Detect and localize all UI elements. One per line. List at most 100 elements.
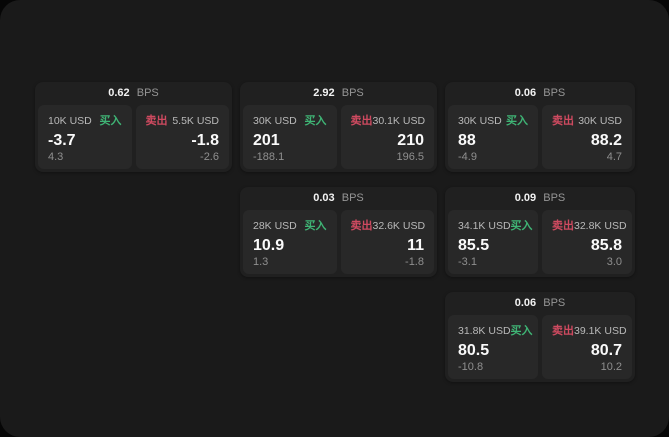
buy-size-label: 28K USD xyxy=(253,220,297,232)
bps-value: 0.09 xyxy=(514,192,537,204)
spread-card[interactable]: 0.62 BPS 10K USD 买入 -3.7 4.3 卖出 5.5K USD… xyxy=(35,82,232,172)
buy-price: 88 xyxy=(458,131,476,149)
sell-panel[interactable]: 卖出 5.5K USD -1.8 -2.6 xyxy=(135,105,229,169)
buy-panel-top: 30K USD 买入 xyxy=(458,112,528,128)
sell-panel-top: 卖出 30K USD xyxy=(552,112,622,128)
quote-panels: 31.8K USD 买入 80.5 -10.8 卖出 39.1K USD 80.… xyxy=(448,315,632,379)
quote-panels: 10K USD 买入 -3.7 4.3 卖出 5.5K USD -1.8 -2.… xyxy=(38,105,229,169)
sell-side-tag: 卖出 xyxy=(145,115,168,127)
bps-unit-label: BPS xyxy=(341,192,364,204)
sell-price: -1.8 xyxy=(191,131,219,149)
sell-price: 85.8 xyxy=(590,236,622,254)
buy-side-tag: 买入 xyxy=(99,115,122,127)
sell-panel-top: 卖出 32.8K USD xyxy=(552,217,627,233)
buy-size-label: 34.1K USD xyxy=(458,220,511,232)
sell-panel[interactable]: 卖出 30.1K USD 210 196.5 xyxy=(340,105,434,169)
sell-side-tag: 卖出 xyxy=(552,115,574,127)
sell-panel-top: 卖出 32.6K USD xyxy=(350,217,426,233)
buy-price: 10.9 xyxy=(253,236,285,254)
buy-size-label: 30K USD xyxy=(253,115,297,127)
sell-size-label: 30K USD xyxy=(578,115,622,127)
bps-unit-label: BPS xyxy=(543,297,566,309)
bps-value: 0.06 xyxy=(514,87,537,99)
sell-side-tag: 卖出 xyxy=(350,115,373,127)
bps-header: 0.06 BPS xyxy=(448,292,632,315)
sell-price: 80.7 xyxy=(590,341,622,359)
buy-panel[interactable]: 30K USD 买入 201 -188.1 xyxy=(243,105,337,169)
sell-delta: 3.0 xyxy=(606,256,622,268)
buy-panel[interactable]: 31.8K USD 买入 80.5 -10.8 xyxy=(448,315,538,379)
buy-price: 80.5 xyxy=(458,341,490,359)
sell-panel-top: 卖出 39.1K USD xyxy=(552,322,627,338)
sell-delta: 196.5 xyxy=(396,151,424,163)
spread-card[interactable]: 0.03 BPS 28K USD 买入 10.9 1.3 卖出 32.6K US… xyxy=(240,187,437,277)
buy-delta: 1.3 xyxy=(253,256,269,268)
buy-panel-top: 30K USD 买入 xyxy=(253,112,327,128)
buy-panel[interactable]: 28K USD 买入 10.9 1.3 xyxy=(243,210,337,274)
spread-card[interactable]: 0.09 BPS 34.1K USD 买入 85.5 -3.1 卖出 32.8K… xyxy=(445,187,635,277)
sell-size-label: 30.1K USD xyxy=(372,115,426,127)
sell-size-label: 5.5K USD xyxy=(172,115,219,127)
quote-panels: 30K USD 买入 201 -188.1 卖出 30.1K USD 210 1… xyxy=(243,105,434,169)
sell-panel[interactable]: 卖出 32.6K USD 11 -1.8 xyxy=(340,210,434,274)
sell-delta: 10.2 xyxy=(600,361,622,373)
buy-price: 201 xyxy=(253,131,280,149)
bps-unit-label: BPS xyxy=(341,87,364,99)
sell-panel[interactable]: 卖出 30K USD 88.2 4.7 xyxy=(542,105,632,169)
buy-delta: -188.1 xyxy=(253,151,285,163)
buy-panel-top: 28K USD 买入 xyxy=(253,217,327,233)
buy-side-tag: 买入 xyxy=(506,115,528,127)
buy-side-tag: 买入 xyxy=(304,220,327,232)
sell-size-label: 32.8K USD xyxy=(574,220,627,232)
buy-panel-top: 10K USD 买入 xyxy=(48,112,122,128)
quote-panels: 28K USD 买入 10.9 1.3 卖出 32.6K USD 11 -1.8 xyxy=(243,210,434,274)
sell-panel-top: 卖出 30.1K USD xyxy=(350,112,426,128)
buy-panel[interactable]: 30K USD 买入 88 -4.9 xyxy=(448,105,538,169)
buy-delta: 4.3 xyxy=(48,151,64,163)
sell-delta: 4.7 xyxy=(606,151,622,163)
bps-header: 2.92 BPS xyxy=(243,82,434,105)
buy-price: 85.5 xyxy=(458,236,490,254)
sell-size-label: 39.1K USD xyxy=(574,325,627,337)
spread-card[interactable]: 0.06 BPS 31.8K USD 买入 80.5 -10.8 卖出 39.1… xyxy=(445,292,635,382)
bps-value: 0.03 xyxy=(313,192,335,204)
quote-panels: 30K USD 买入 88 -4.9 卖出 30K USD 88.2 4.7 xyxy=(448,105,632,169)
buy-panel-top: 31.8K USD 买入 xyxy=(458,322,533,338)
buy-panel-top: 34.1K USD 买入 xyxy=(458,217,533,233)
sell-panel-top: 卖出 5.5K USD xyxy=(146,112,220,128)
sell-size-label: 32.6K USD xyxy=(372,220,426,232)
sell-side-tag: 卖出 xyxy=(552,325,574,337)
spread-card[interactable]: 0.06 BPS 30K USD 买入 88 -4.9 卖出 30K USD 8… xyxy=(445,82,635,172)
buy-side-tag: 买入 xyxy=(510,325,533,337)
sell-side-tag: 卖出 xyxy=(350,220,373,232)
buy-size-label: 10K USD xyxy=(48,115,92,127)
bps-header: 0.03 BPS xyxy=(243,187,434,210)
bps-header: 0.06 BPS xyxy=(448,82,632,105)
sell-price: 11 xyxy=(407,236,424,254)
sell-price: 210 xyxy=(397,131,424,149)
sell-price: 88.2 xyxy=(590,131,622,149)
bps-unit-label: BPS xyxy=(136,87,159,99)
sell-side-tag: 卖出 xyxy=(552,220,574,232)
bps-unit-label: BPS xyxy=(543,192,566,204)
bps-value: 0.62 xyxy=(108,87,130,99)
buy-size-label: 30K USD xyxy=(458,115,502,127)
sell-panel[interactable]: 卖出 32.8K USD 85.8 3.0 xyxy=(542,210,632,274)
spread-card[interactable]: 2.92 BPS 30K USD 买入 201 -188.1 卖出 30.1K … xyxy=(240,82,437,172)
bps-value: 0.06 xyxy=(514,297,537,309)
buy-delta: -3.1 xyxy=(458,256,477,268)
sell-panel[interactable]: 卖出 39.1K USD 80.7 10.2 xyxy=(542,315,632,379)
quote-panels: 34.1K USD 买入 85.5 -3.1 卖出 32.8K USD 85.8… xyxy=(448,210,632,274)
buy-delta: -10.8 xyxy=(458,361,484,373)
bps-header: 0.09 BPS xyxy=(448,187,632,210)
buy-side-tag: 买入 xyxy=(510,220,533,232)
buy-panel[interactable]: 34.1K USD 买入 85.5 -3.1 xyxy=(448,210,538,274)
buy-panel[interactable]: 10K USD 买入 -3.7 4.3 xyxy=(38,105,132,169)
buy-price: -3.7 xyxy=(48,131,76,149)
buy-side-tag: 买入 xyxy=(304,115,327,127)
bps-value: 2.92 xyxy=(313,87,335,99)
bps-unit-label: BPS xyxy=(543,87,566,99)
buy-size-label: 31.8K USD xyxy=(458,325,511,337)
